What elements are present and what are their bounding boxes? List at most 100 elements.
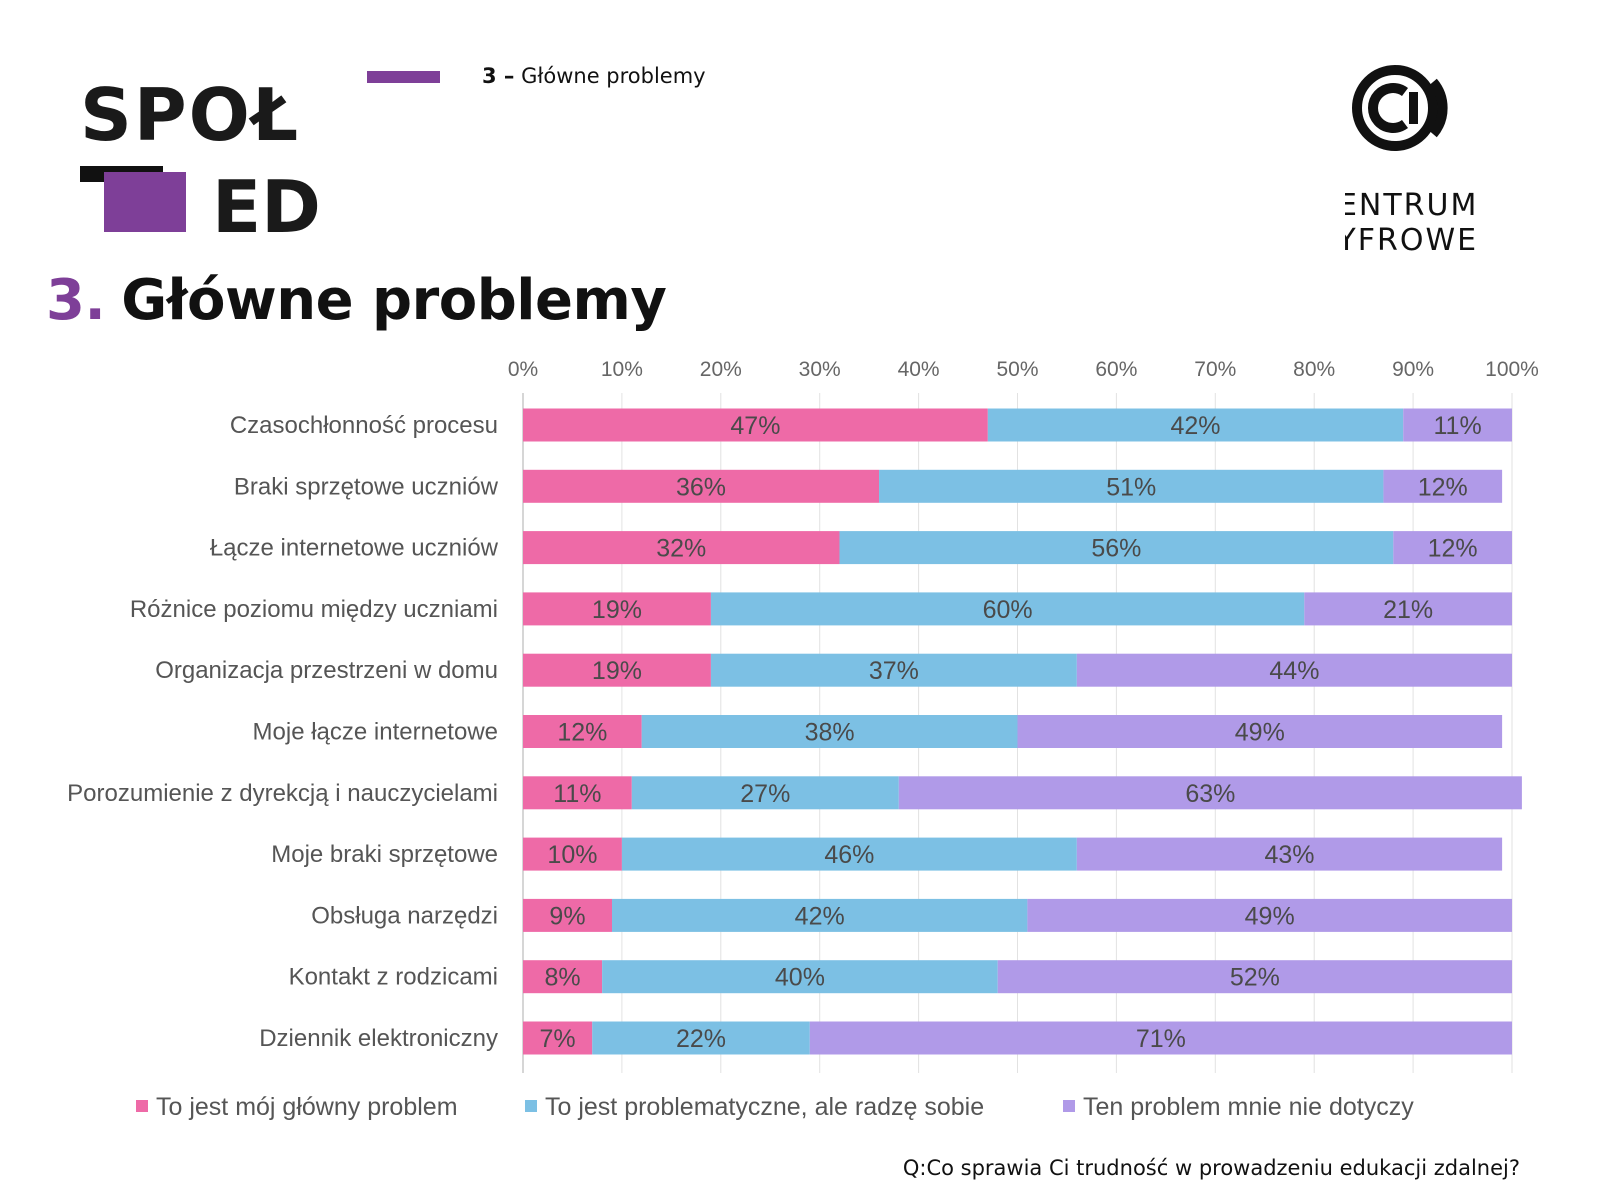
data-label: 22% xyxy=(676,1025,726,1053)
bar-segment xyxy=(1304,592,1512,626)
bar-segment xyxy=(523,653,711,687)
data-label: 27% xyxy=(740,780,790,808)
data-label: 12% xyxy=(557,719,607,747)
spoled-logo: SPOŁ ED xyxy=(80,73,320,248)
bar-segment xyxy=(1076,837,1503,871)
data-label: 38% xyxy=(805,719,855,747)
x-tick-label: 60% xyxy=(1095,358,1137,381)
survey-question: Q:Co sprawia Ci trudność w prowadzeniu e… xyxy=(902,1156,1520,1180)
category-label: Kontakt z rodzicami xyxy=(289,964,498,991)
bar-segment xyxy=(523,592,711,626)
data-label: 21% xyxy=(1383,596,1433,624)
bar-segment xyxy=(710,592,1305,626)
data-label: 42% xyxy=(795,902,845,930)
data-label: 56% xyxy=(1091,535,1141,563)
category-label: Moje braki sprzętowe xyxy=(271,841,498,868)
x-tick-label: 70% xyxy=(1194,358,1236,381)
data-label: 47% xyxy=(730,412,780,440)
bar-segment xyxy=(523,408,988,442)
x-tick-label: 20% xyxy=(700,358,742,381)
x-tick-label: 80% xyxy=(1293,358,1335,381)
bar-segment xyxy=(523,1021,593,1055)
data-label: 42% xyxy=(1170,412,1220,440)
page-title-text: Główne problemy xyxy=(121,268,667,333)
x-tick-label: 50% xyxy=(996,358,1038,381)
data-label: 8% xyxy=(544,964,580,992)
header-accent-line xyxy=(367,71,440,83)
bar-segment xyxy=(523,715,642,748)
page-title-number: 3. xyxy=(46,268,106,333)
legend-swatch xyxy=(136,1100,148,1112)
bar-segment xyxy=(1027,898,1512,932)
data-label: 49% xyxy=(1245,902,1295,930)
data-label: 51% xyxy=(1106,473,1156,501)
category-label: Łącze internetowe uczniów xyxy=(210,535,499,562)
x-tick-label: 90% xyxy=(1392,358,1434,381)
category-label: Braki sprzętowe uczniów xyxy=(234,473,499,500)
category-label: Czasochłonność procesu xyxy=(230,412,498,439)
x-tick-label: 40% xyxy=(898,358,940,381)
category-label: Dziennik elektroniczny xyxy=(259,1025,498,1052)
data-label: 37% xyxy=(869,657,919,685)
bar-segment xyxy=(710,653,1077,687)
data-label: 10% xyxy=(547,841,597,869)
data-label: 11% xyxy=(1434,412,1482,440)
data-label: 32% xyxy=(656,535,706,563)
bar-segment xyxy=(839,531,1394,565)
x-tick-label: 100% xyxy=(1485,358,1539,381)
data-label: 11% xyxy=(553,780,601,808)
logo-text-top: SPOŁ xyxy=(80,73,300,157)
category-label: Porozumienie z dyrekcją i nauczycielami xyxy=(67,780,498,807)
bar-segment xyxy=(997,960,1512,994)
logo-text-bottom: ED xyxy=(212,165,320,248)
cc-text-line2: CYFROWE xyxy=(1345,223,1478,258)
data-label: 40% xyxy=(775,964,825,992)
bar-segment xyxy=(602,960,998,994)
legend-swatch xyxy=(1063,1100,1075,1112)
data-label: 43% xyxy=(1264,841,1314,869)
bar-segment xyxy=(1403,408,1512,442)
bar-segment xyxy=(631,776,899,810)
legend-label: To jest problematyczne, ale radzę sobie xyxy=(545,1093,984,1121)
header-section-number: 3 – xyxy=(482,64,515,88)
bar-segment xyxy=(1017,715,1503,748)
x-tick-label: 10% xyxy=(601,358,643,381)
legend-swatch xyxy=(525,1100,537,1112)
bar-segment xyxy=(523,960,603,994)
bar-segment xyxy=(621,837,1077,871)
logo-purple-square xyxy=(104,172,186,232)
data-label: 46% xyxy=(824,841,874,869)
bar-segment xyxy=(1393,531,1512,565)
data-label: 12% xyxy=(1418,473,1468,501)
x-tick-label: 30% xyxy=(799,358,841,381)
data-label: 63% xyxy=(1185,780,1235,808)
header-section-text: Główne problemy xyxy=(521,64,706,88)
bar-segment xyxy=(523,469,880,503)
category-label: Różnice poziomu między uczniami xyxy=(130,596,498,623)
data-label: 19% xyxy=(592,657,642,685)
bar-segment xyxy=(987,408,1404,442)
bar-segment xyxy=(641,715,1018,748)
page-title: 3. Główne problemy xyxy=(46,268,667,333)
data-label: 44% xyxy=(1269,657,1319,685)
bar-segment xyxy=(612,898,1028,932)
bar-segment xyxy=(523,898,613,932)
category-label: Moje łącze internetowe xyxy=(253,719,498,746)
header-section-label: 3 – Główne problemy xyxy=(482,64,706,88)
legend-label: To jest mój główny problem xyxy=(156,1093,458,1121)
data-label: 36% xyxy=(676,473,726,501)
data-label: 7% xyxy=(540,1025,576,1053)
stacked-bar-chart: 0% 10% 20% 30% 40% 50% 60% 70% 80% 90% 100% Czasoch… xyxy=(67,358,1539,1121)
data-label: 9% xyxy=(549,902,585,930)
bar-segment xyxy=(879,469,1384,503)
data-label: 49% xyxy=(1235,719,1285,747)
bar-segment xyxy=(523,837,622,871)
category-label: Obsługa narzędzi xyxy=(311,902,498,929)
data-label: 52% xyxy=(1230,964,1280,992)
bar-segment xyxy=(592,1021,810,1055)
data-label: 19% xyxy=(592,596,642,624)
bar-segment xyxy=(809,1021,1512,1055)
cc-text-line1: CENTRUM xyxy=(1345,188,1478,223)
bar-segment xyxy=(523,776,632,810)
category-label: Organizacja przestrzeni w domu xyxy=(155,657,498,684)
